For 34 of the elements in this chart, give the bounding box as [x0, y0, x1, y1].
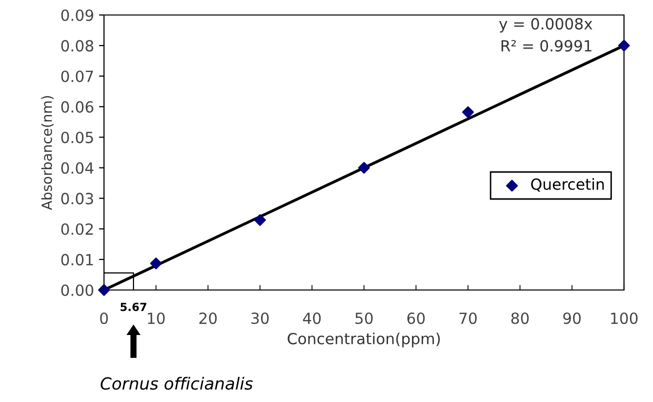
x-tick-label: 10: [148, 312, 165, 324]
annotation: y = 0.0008x: [499, 18, 592, 33]
x-tick-label: 70: [460, 312, 477, 324]
point: [150, 258, 162, 270]
y-tick-label: 0.09: [61, 9, 94, 22]
text: Cornus officianalis: [100, 376, 253, 390]
point: [254, 214, 266, 226]
y-tick-label: 0.04: [61, 162, 94, 174]
annotation: 5.67: [120, 302, 146, 312]
y-tick-label: 0.05: [61, 132, 93, 144]
x-tick-label: 90: [563, 312, 581, 324]
legend-label: Quercetin: [531, 178, 604, 192]
x-tick-label: 40: [303, 312, 321, 324]
y-tick-label: 0.06: [61, 101, 94, 113]
x-axis-title: Concentration(ppm): [288, 332, 440, 348]
y-axis-title: Absorbance(nm): [41, 96, 54, 210]
x-tick-label: 0: [100, 312, 108, 324]
annotation: R² = 0.9991: [502, 40, 592, 52]
point: [98, 284, 110, 296]
x-tick-label: 20: [199, 312, 217, 324]
point: [462, 106, 474, 118]
x-tick-label: 50: [355, 312, 373, 324]
y-tick-label: 0.01: [61, 254, 93, 266]
point: [618, 40, 630, 52]
y-tick-label: 0.07: [61, 70, 93, 82]
point: [358, 162, 370, 174]
x-tick-label: 60: [407, 312, 425, 324]
y-tick-label: 0.00: [61, 284, 94, 296]
x-tick-label: 30: [251, 312, 269, 324]
y-tick-label: 0.08: [61, 40, 94, 52]
x-tick-label: 80: [511, 312, 529, 324]
y-tick-label: 0.02: [61, 223, 93, 235]
x-tick-label: 100: [611, 312, 638, 324]
y-tick-label: 0.03: [61, 192, 94, 204]
